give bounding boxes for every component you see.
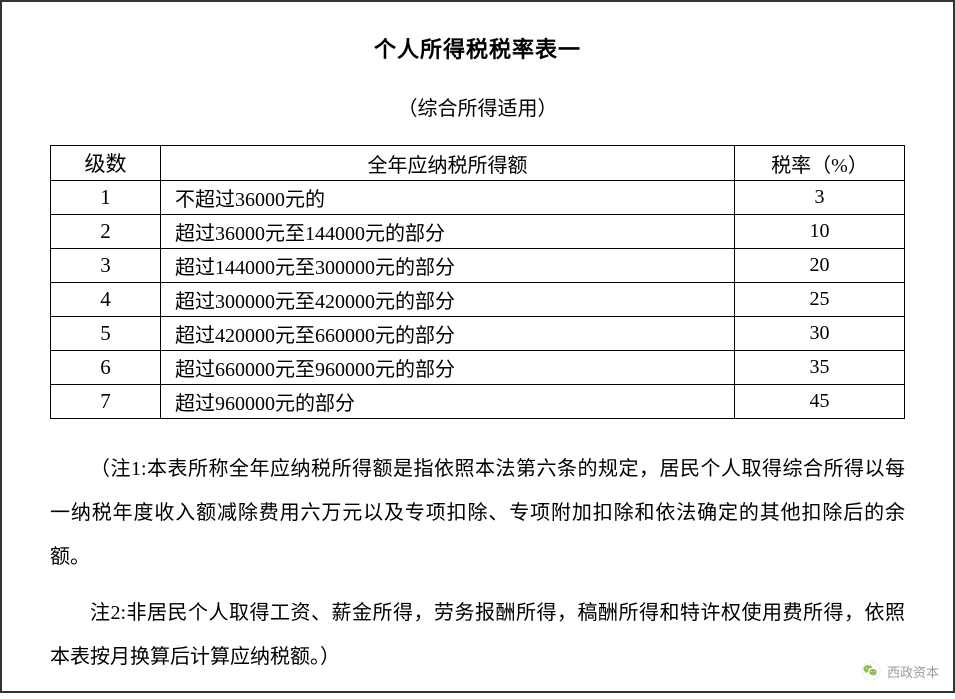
table-row: 4超过300000元至420000元的部分25 — [51, 283, 905, 317]
cell-income: 超过36000元至144000元的部分 — [161, 215, 735, 249]
watermark: 西政资本 — [861, 661, 939, 681]
cell-income: 超过960000元的部分 — [161, 385, 735, 419]
cell-income: 超过420000元至660000元的部分 — [161, 317, 735, 351]
cell-income: 超过300000元至420000元的部分 — [161, 283, 735, 317]
page-subtitle: （综合所得适用） — [50, 92, 905, 121]
cell-rate: 25 — [735, 283, 905, 317]
table-row: 1不超过36000元的3 — [51, 181, 905, 215]
cell-level: 7 — [51, 385, 161, 419]
tax-rate-table: 级数 全年应纳税所得额 税率（%） 1不超过36000元的32超过36000元至… — [50, 145, 905, 419]
cell-level: 1 — [51, 181, 161, 215]
cell-level: 2 — [51, 215, 161, 249]
cell-rate: 30 — [735, 317, 905, 351]
cell-income: 不超过36000元的 — [161, 181, 735, 215]
table-header-row: 级数 全年应纳税所得额 税率（%） — [51, 146, 905, 181]
table-row: 3超过144000元至300000元的部分20 — [51, 249, 905, 283]
note-1: （注1:本表所称全年应纳税所得额是指依照本法第六条的规定，居民个人取得综合所得以… — [50, 447, 905, 579]
table-row: 5超过420000元至660000元的部分30 — [51, 317, 905, 351]
cell-rate: 35 — [735, 351, 905, 385]
cell-rate: 45 — [735, 385, 905, 419]
watermark-text: 西政资本 — [887, 662, 939, 681]
cell-rate: 20 — [735, 249, 905, 283]
cell-level: 6 — [51, 351, 161, 385]
cell-income: 超过144000元至300000元的部分 — [161, 249, 735, 283]
cell-level: 4 — [51, 283, 161, 317]
header-rate: 税率（%） — [735, 146, 905, 181]
page-title: 个人所得税税率表一 — [50, 32, 905, 64]
cell-level: 3 — [51, 249, 161, 283]
table-row: 7超过960000元的部分45 — [51, 385, 905, 419]
wechat-icon — [861, 661, 881, 681]
cell-level: 5 — [51, 317, 161, 351]
document-content: 个人所得税税率表一 （综合所得适用） 级数 全年应纳税所得额 税率（%） 1不超… — [2, 2, 953, 699]
cell-rate: 10 — [735, 215, 905, 249]
table-row: 2超过36000元至144000元的部分10 — [51, 215, 905, 249]
cell-rate: 3 — [735, 181, 905, 215]
header-level: 级数 — [51, 146, 161, 181]
note-2: 注2:非居民个人取得工资、薪金所得，劳务报酬所得，稿酬所得和特许权使用费所得，依… — [50, 591, 905, 679]
header-income: 全年应纳税所得额 — [161, 146, 735, 181]
notes-section: （注1:本表所称全年应纳税所得额是指依照本法第六条的规定，居民个人取得综合所得以… — [50, 447, 905, 679]
table-row: 6超过660000元至960000元的部分35 — [51, 351, 905, 385]
cell-income: 超过660000元至960000元的部分 — [161, 351, 735, 385]
